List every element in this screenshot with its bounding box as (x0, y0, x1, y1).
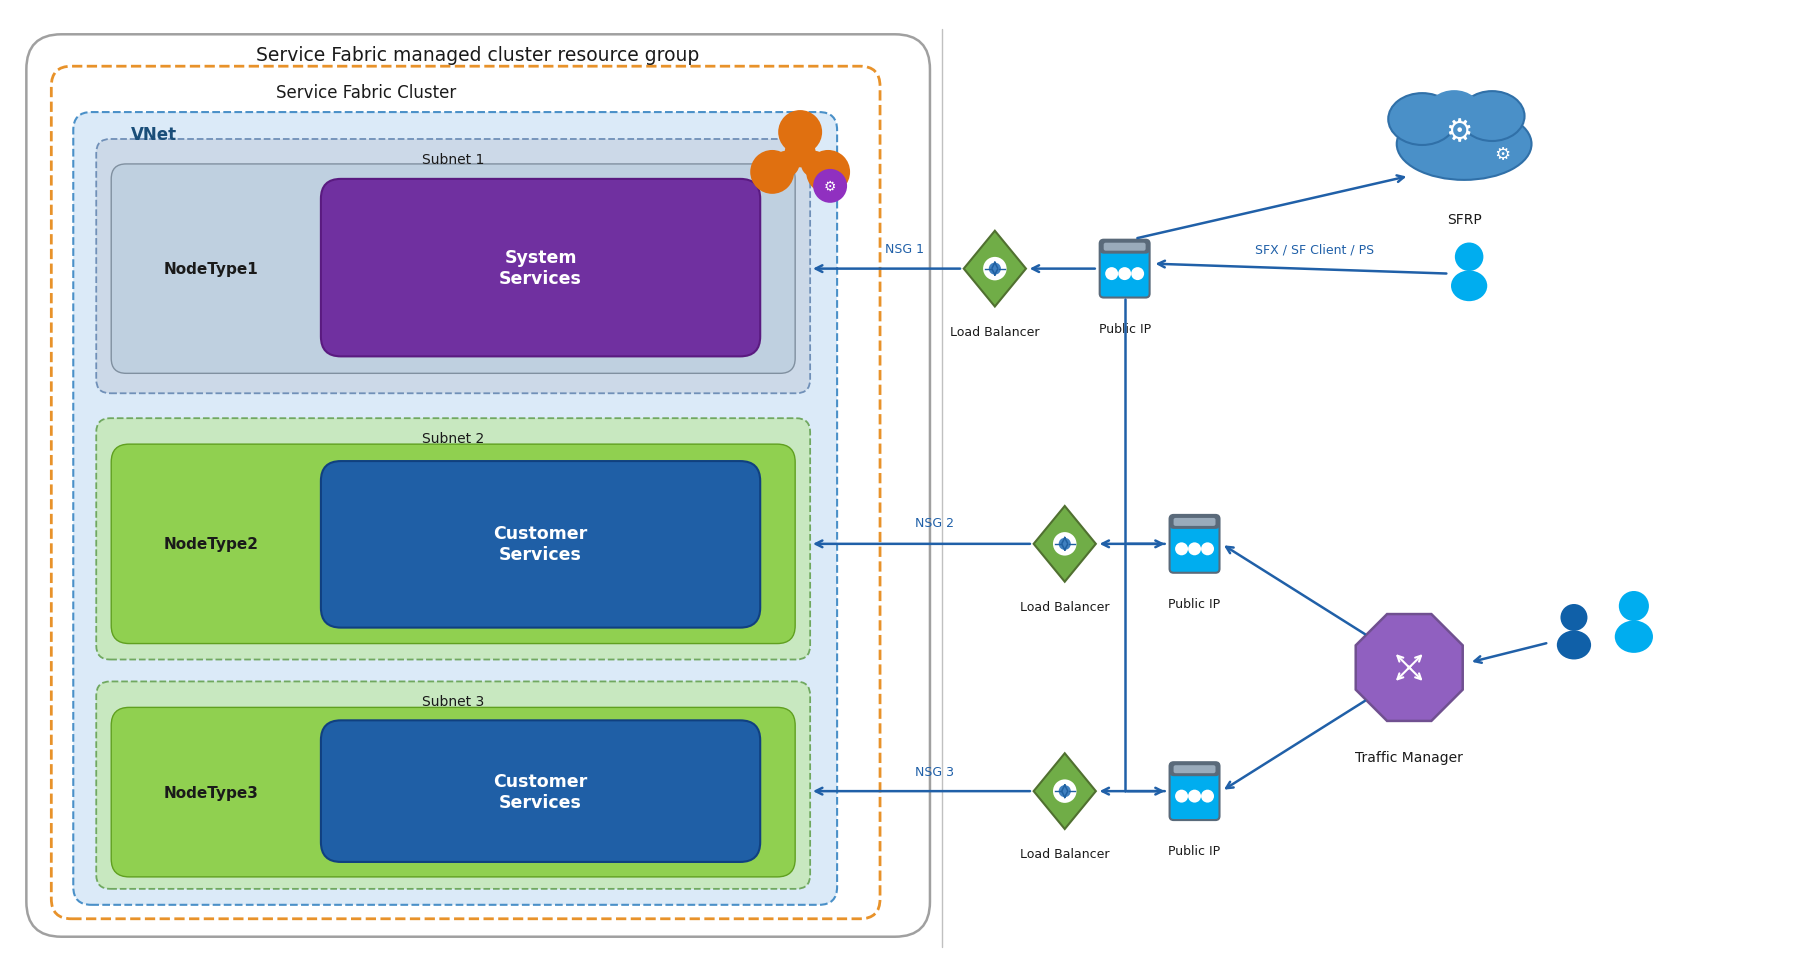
Circle shape (1201, 790, 1213, 803)
FancyBboxPatch shape (27, 35, 930, 937)
Circle shape (1105, 268, 1118, 281)
Circle shape (1058, 538, 1071, 551)
Text: NSG 1: NSG 1 (885, 243, 925, 256)
FancyBboxPatch shape (1100, 241, 1150, 298)
Text: Public IP: Public IP (1168, 845, 1221, 858)
Ellipse shape (1556, 631, 1590, 660)
FancyBboxPatch shape (96, 140, 810, 394)
Circle shape (1118, 268, 1130, 281)
FancyBboxPatch shape (321, 180, 761, 357)
Text: Subnet 2: Subnet 2 (422, 431, 485, 446)
Circle shape (806, 151, 849, 195)
FancyBboxPatch shape (74, 112, 837, 905)
Ellipse shape (1451, 271, 1487, 302)
Text: Customer
Services: Customer Services (494, 772, 588, 811)
FancyBboxPatch shape (112, 164, 795, 374)
FancyBboxPatch shape (321, 721, 761, 862)
FancyBboxPatch shape (112, 445, 795, 644)
Circle shape (1619, 592, 1650, 621)
FancyBboxPatch shape (112, 708, 795, 877)
Text: Service Fabric managed cluster resource group: Service Fabric managed cluster resource … (256, 46, 700, 65)
FancyBboxPatch shape (1170, 515, 1219, 529)
FancyBboxPatch shape (96, 419, 810, 660)
Text: ⚙: ⚙ (824, 180, 837, 194)
Circle shape (1176, 790, 1188, 803)
Ellipse shape (1053, 533, 1076, 556)
Circle shape (1130, 268, 1145, 281)
FancyBboxPatch shape (1174, 766, 1215, 773)
Text: NodeType2: NodeType2 (164, 537, 258, 552)
FancyBboxPatch shape (1170, 763, 1219, 821)
Text: VNet: VNet (132, 126, 177, 144)
Text: NSG 2: NSG 2 (916, 517, 954, 530)
FancyBboxPatch shape (1174, 766, 1215, 774)
Circle shape (750, 151, 793, 195)
FancyBboxPatch shape (1170, 515, 1219, 528)
Ellipse shape (1397, 109, 1531, 181)
Text: System
Services: System Services (499, 249, 582, 288)
Polygon shape (1033, 753, 1096, 829)
Polygon shape (965, 232, 1026, 307)
Text: Public IP: Public IP (1098, 323, 1150, 335)
Text: Service Fabric Cluster: Service Fabric Cluster (276, 84, 456, 102)
FancyBboxPatch shape (96, 682, 810, 889)
Circle shape (801, 152, 828, 178)
Circle shape (1188, 790, 1201, 803)
Circle shape (784, 138, 815, 168)
FancyBboxPatch shape (1170, 763, 1219, 776)
Ellipse shape (1460, 92, 1525, 142)
Ellipse shape (1426, 91, 1482, 135)
FancyBboxPatch shape (1100, 241, 1150, 254)
Text: ⚙: ⚙ (1446, 118, 1473, 148)
FancyBboxPatch shape (1174, 518, 1215, 525)
Text: Load Balancer: Load Balancer (1020, 600, 1109, 613)
FancyBboxPatch shape (50, 67, 880, 919)
Text: NodeType1: NodeType1 (164, 262, 258, 277)
Text: Load Balancer: Load Balancer (950, 326, 1040, 338)
Circle shape (1455, 244, 1484, 272)
FancyBboxPatch shape (321, 462, 761, 628)
Text: Customer
Services: Customer Services (494, 525, 588, 563)
Text: SFRP: SFRP (1446, 212, 1482, 227)
Text: Subnet 1: Subnet 1 (422, 153, 485, 167)
Ellipse shape (1615, 621, 1653, 653)
Circle shape (1058, 785, 1071, 797)
Text: Public IP: Public IP (1168, 598, 1221, 610)
FancyBboxPatch shape (1174, 518, 1215, 526)
FancyBboxPatch shape (1170, 763, 1219, 777)
Ellipse shape (1053, 779, 1076, 803)
Text: ⚙: ⚙ (1495, 146, 1511, 163)
Text: Traffic Manager: Traffic Manager (1356, 750, 1464, 765)
Text: Load Balancer: Load Balancer (1020, 848, 1109, 861)
Circle shape (813, 170, 847, 203)
Text: NSG 3: NSG 3 (916, 765, 954, 778)
Circle shape (1176, 543, 1188, 556)
Circle shape (773, 152, 799, 178)
Circle shape (779, 111, 822, 155)
Polygon shape (1356, 614, 1462, 721)
Circle shape (1201, 543, 1213, 556)
Text: SFX / SF Client / PS: SFX / SF Client / PS (1255, 243, 1374, 256)
Polygon shape (1033, 507, 1096, 582)
Circle shape (988, 263, 1001, 276)
Ellipse shape (1388, 94, 1457, 146)
Text: Subnet 3: Subnet 3 (422, 694, 485, 709)
Ellipse shape (983, 257, 1006, 281)
FancyBboxPatch shape (1170, 515, 1219, 573)
Text: NodeType3: NodeType3 (164, 784, 258, 800)
Circle shape (1560, 604, 1587, 632)
FancyBboxPatch shape (1100, 241, 1150, 253)
Circle shape (1188, 543, 1201, 556)
FancyBboxPatch shape (1103, 244, 1145, 250)
FancyBboxPatch shape (1103, 244, 1145, 251)
